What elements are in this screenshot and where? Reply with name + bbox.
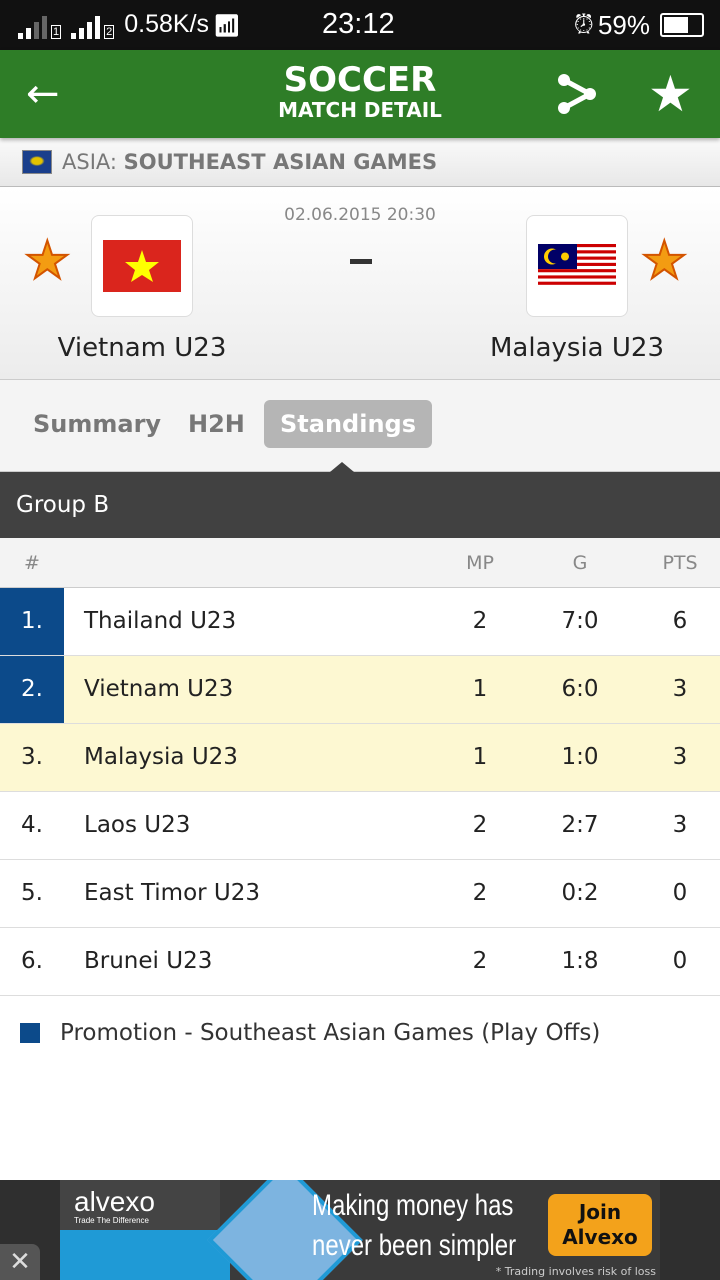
home-team-name[interactable]: Vietnam U23 [57,333,227,363]
ad-decoration [60,1230,230,1280]
promotion-legend-text: Promotion - Southeast Asian Games (Play … [60,1020,601,1046]
row-pts: 3 [672,812,688,838]
ad-cta-button[interactable]: Join Alvexo [548,1194,652,1256]
standings-table: 1. Thailand U23 2 7:0 6 2. Vietnam U23 1 … [0,588,720,996]
signal-1-icon [18,15,47,39]
favorite-star-icon[interactable]: ★ [648,65,693,123]
score-separator [350,259,372,264]
home-flag-vietnam[interactable] [91,215,193,317]
alarm-icon: ⏰︎ [573,9,594,39]
back-arrow-icon[interactable]: ← [26,71,60,117]
tab-h2h[interactable]: H2H [188,410,245,438]
col-mp[interactable]: MP [466,552,494,574]
ad-line2: never been simpler [312,1229,517,1262]
row-team[interactable]: Vietnam U23 [84,676,234,702]
match-info: 02.06.2015 20:30 ★ ★ Vietnam U23 Malaysi… [0,187,720,380]
row-goals: 1:0 [561,744,599,770]
app-header: ← SOCCER MATCH DETAIL ★ [0,50,720,138]
row-mp: 2 [472,948,488,974]
ad-brand: alvexo [74,1186,155,1217]
table-row[interactable]: 5. East Timor U23 2 0:2 0 [0,860,720,928]
tab-bar: Summary H2H Standings [0,380,720,472]
table-row[interactable]: 6. Brunei U23 2 1:8 0 [0,928,720,996]
sim2-label: 2 [104,25,115,39]
active-tab-pointer [330,462,354,472]
row-goals: 6:0 [561,676,599,702]
page-subtitle: MATCH DETAIL [278,98,442,122]
row-pts: 0 [672,880,688,906]
row-team[interactable]: Malaysia U23 [84,744,238,770]
wifi-icon: 📶︎ [213,13,241,38]
battery-icon [660,13,704,37]
row-rank: 1. [0,588,64,655]
ad-cta-line1: Join [578,1200,622,1224]
away-favorite-star-icon[interactable]: ★ [640,231,689,291]
row-mp: 1 [472,744,488,770]
row-goals: 1:8 [561,948,599,974]
tab-standings[interactable]: Standings [264,400,432,448]
signal-2-icon [71,15,101,39]
row-mp: 2 [472,608,488,634]
network-speed: 0.58K/s [124,10,210,38]
row-goals: 2:7 [561,812,599,838]
promotion-color-swatch [20,1023,40,1043]
ad-cta-line2: Alvexo [562,1225,638,1249]
promotion-legend: Promotion - Southeast Asian Games (Play … [20,1020,600,1046]
battery-percent: 59% [597,9,650,40]
league-name: SOUTHEAST ASIAN GAMES [123,150,438,174]
sim1-label: 1 [51,25,62,39]
group-header: Group B [0,472,720,538]
ad-banner[interactable]: alvexo Trade The Difference Making money … [0,1180,720,1280]
col-rank: # [24,552,40,574]
row-goals: 0:2 [561,880,599,906]
row-rank: 5. [21,880,43,906]
ad-line1: Making money has [312,1189,514,1222]
away-team-name[interactable]: Malaysia U23 [490,333,664,363]
league-bar[interactable]: ASIA: SOUTHEAST ASIAN GAMES [0,138,720,187]
ad-tagline: Trade The Difference [74,1216,150,1225]
row-rank: 6. [21,948,43,974]
col-goals[interactable]: G [572,552,588,574]
ad-disclaimer: * Trading involves risk of loss [495,1265,656,1278]
match-datetime: 02.06.2015 20:30 [284,205,436,225]
row-pts: 0 [672,948,688,974]
ad-close-icon[interactable]: ✕ [0,1244,40,1280]
row-rank: 3. [21,744,43,770]
table-row[interactable]: 2. Vietnam U23 1 6:0 3 [0,656,720,724]
table-row[interactable]: 1. Thailand U23 2 7:0 6 [0,588,720,656]
ad-logo: alvexo Trade The Difference [60,1180,220,1230]
row-team[interactable]: Brunei U23 [84,948,213,974]
row-team[interactable]: Laos U23 [84,812,191,838]
share-icon[interactable] [556,72,598,123]
row-pts: 3 [672,676,688,702]
table-row[interactable]: 4. Laos U23 2 2:7 3 [0,792,720,860]
page-title: SOCCER [283,60,437,100]
away-flag-malaysia[interactable] [526,215,628,317]
col-pts[interactable]: PTS [662,552,698,574]
row-mp: 1 [472,676,488,702]
row-rank: 4. [21,812,43,838]
ad-slogan: Making money has never been simpler [312,1186,516,1266]
row-rank: 2. [0,656,64,723]
row-team[interactable]: East Timor U23 [84,880,261,906]
row-pts: 3 [672,744,688,770]
row-pts: 6 [672,608,688,634]
world-map-icon [22,150,52,174]
clock: 23:12 [322,8,395,40]
tab-summary[interactable]: Summary [33,410,162,438]
table-row[interactable]: 3. Malaysia U23 1 1:0 3 [0,724,720,792]
row-goals: 7:0 [561,608,599,634]
row-team[interactable]: Thailand U23 [84,608,237,634]
league-region: ASIA: [62,150,117,174]
row-mp: 2 [472,880,488,906]
row-mp: 2 [472,812,488,838]
home-favorite-star-icon[interactable]: ★ [23,231,72,291]
status-bar: 1 2 0.58K/s 📶︎ 23:12 ⏰︎ 59% [0,0,720,50]
standings-column-header: # MP G PTS [0,538,720,588]
